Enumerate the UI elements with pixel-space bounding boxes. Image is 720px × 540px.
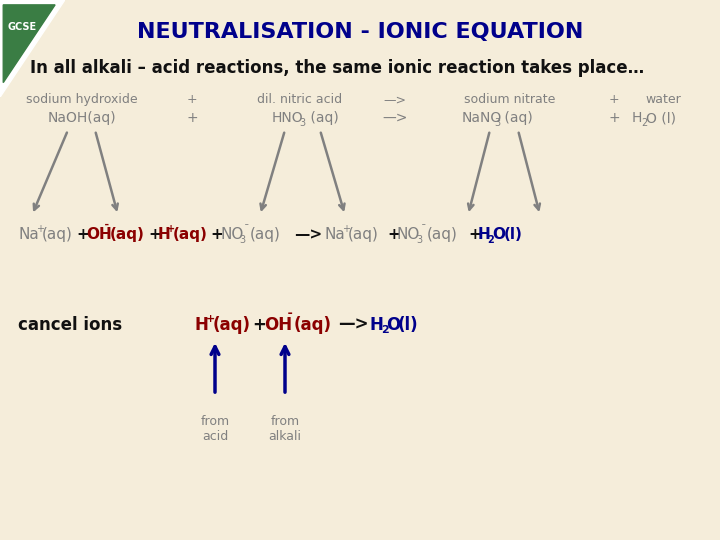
Text: (aq): (aq) — [110, 227, 145, 242]
Text: (l): (l) — [504, 227, 523, 242]
Text: +: + — [387, 227, 400, 242]
Text: 2: 2 — [487, 235, 494, 245]
Text: from
acid: from acid — [200, 415, 230, 443]
Polygon shape — [0, 0, 65, 97]
Text: ¯: ¯ — [421, 224, 427, 234]
Text: In all alkali – acid reactions, the same ionic reaction takes place…: In all alkali – acid reactions, the same… — [30, 59, 644, 77]
Text: GCSE: GCSE — [8, 22, 37, 32]
Text: sodium nitrate: sodium nitrate — [464, 93, 556, 106]
Text: +: + — [608, 111, 620, 125]
Text: H: H — [158, 227, 171, 242]
Text: O (l): O (l) — [646, 111, 676, 125]
Text: from
alkali: from alkali — [269, 415, 302, 443]
Text: (aq): (aq) — [213, 316, 251, 334]
Text: OH: OH — [264, 316, 292, 334]
Text: +: + — [468, 227, 481, 242]
Text: 3: 3 — [239, 235, 245, 245]
Text: —>: —> — [294, 227, 322, 242]
Text: H: H — [195, 316, 209, 334]
Text: Na: Na — [18, 227, 39, 242]
Text: (aq): (aq) — [173, 227, 208, 242]
Text: NaNO: NaNO — [462, 111, 503, 125]
Text: —>: —> — [338, 316, 369, 334]
Text: dil. nitric acid: dil. nitric acid — [258, 93, 343, 106]
Text: sodium hydroxide: sodium hydroxide — [26, 93, 138, 106]
Text: (aq): (aq) — [250, 227, 281, 242]
Text: (aq): (aq) — [306, 111, 338, 125]
Text: +: + — [148, 227, 161, 242]
Text: +: + — [608, 93, 619, 106]
Text: +: + — [252, 316, 266, 334]
Text: (l): (l) — [398, 316, 418, 334]
Text: (aq): (aq) — [427, 227, 458, 242]
Text: (aq): (aq) — [42, 227, 73, 242]
Text: +: + — [167, 224, 175, 234]
Text: 3: 3 — [494, 118, 500, 128]
Text: —>: —> — [382, 111, 408, 125]
Text: NEUTRALISATION - IONIC EQUATION: NEUTRALISATION - IONIC EQUATION — [137, 22, 583, 42]
Text: +: + — [206, 314, 215, 324]
Text: NaOH(aq): NaOH(aq) — [48, 111, 117, 125]
Text: Na: Na — [324, 227, 345, 242]
Text: +: + — [210, 227, 222, 242]
Text: ¯: ¯ — [287, 313, 293, 326]
Text: NO: NO — [220, 227, 243, 242]
Text: NO: NO — [397, 227, 420, 242]
Text: 3: 3 — [416, 235, 422, 245]
Text: 2: 2 — [381, 325, 389, 335]
Text: +: + — [342, 224, 350, 234]
Text: OH: OH — [86, 227, 112, 242]
Text: O: O — [386, 316, 400, 334]
Text: +: + — [186, 93, 197, 106]
Text: 2: 2 — [641, 118, 647, 128]
Text: (aq): (aq) — [348, 227, 379, 242]
Text: (aq): (aq) — [294, 316, 332, 334]
Text: +: + — [186, 111, 198, 125]
Text: ¯: ¯ — [104, 224, 109, 234]
Text: —>: —> — [384, 93, 407, 106]
Text: H: H — [370, 316, 384, 334]
Polygon shape — [4, 5, 55, 83]
Text: HNO: HNO — [272, 111, 304, 125]
Text: cancel ions: cancel ions — [18, 316, 122, 334]
Text: (aq): (aq) — [500, 111, 533, 125]
Text: water: water — [645, 93, 681, 106]
Text: H: H — [632, 111, 642, 125]
Text: 3: 3 — [299, 118, 305, 128]
Text: H: H — [478, 227, 491, 242]
Text: +: + — [36, 224, 44, 234]
Text: +: + — [76, 227, 89, 242]
Text: ¯: ¯ — [244, 224, 250, 234]
Text: O: O — [492, 227, 505, 242]
